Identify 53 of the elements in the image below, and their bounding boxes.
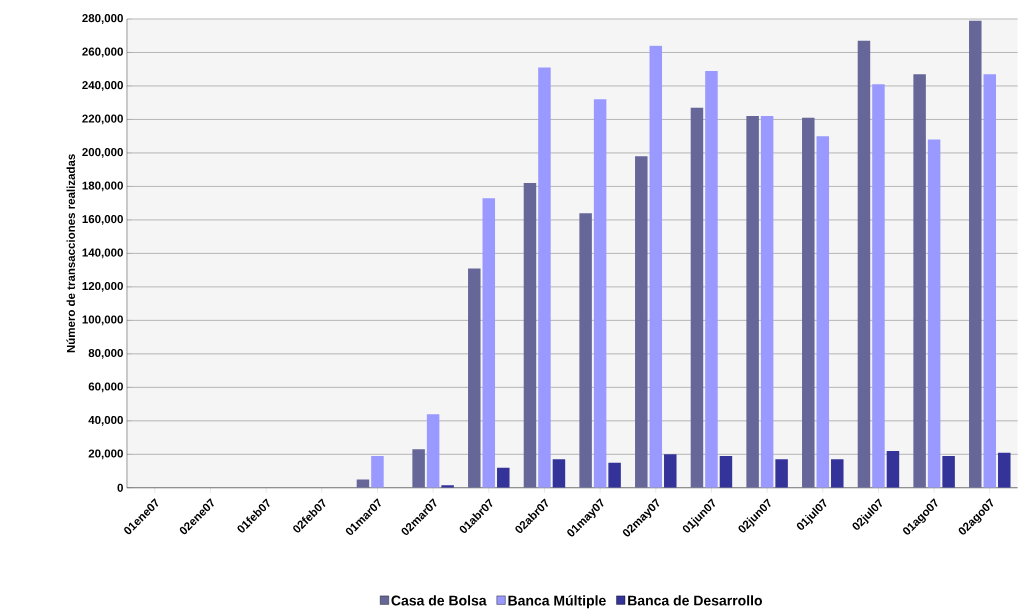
y-tick-label: 140,000 xyxy=(82,248,123,259)
bar xyxy=(523,183,537,488)
bar xyxy=(998,452,1011,488)
bar xyxy=(969,20,982,488)
bar xyxy=(552,459,566,488)
bar xyxy=(886,451,900,488)
bar xyxy=(872,84,885,488)
bar xyxy=(831,459,844,488)
y-tick-label: 40,000 xyxy=(88,415,123,426)
y-tick-label: 20,000 xyxy=(88,449,123,460)
bar xyxy=(371,456,384,488)
bar xyxy=(468,268,481,488)
bar xyxy=(705,70,718,488)
bar xyxy=(538,67,551,488)
bar xyxy=(746,116,759,488)
bar xyxy=(802,117,815,488)
bar xyxy=(579,213,592,488)
bar xyxy=(816,136,830,488)
bar xyxy=(497,467,510,488)
bar xyxy=(857,40,871,488)
bar xyxy=(412,449,425,488)
bar xyxy=(983,74,997,488)
y-tick-label: 120,000 xyxy=(82,282,123,292)
bar xyxy=(593,99,607,488)
bar xyxy=(760,116,774,488)
bar xyxy=(608,462,621,488)
y-tick-label: 160,000 xyxy=(82,215,123,225)
bar xyxy=(482,198,496,488)
bar xyxy=(635,156,648,488)
bar xyxy=(775,459,788,488)
y-tick-label: 180,000 xyxy=(82,181,123,192)
y-tick-label: 80,000 xyxy=(88,349,123,359)
bar xyxy=(690,107,704,488)
bar xyxy=(913,74,926,488)
y-tick-label: 280,000 xyxy=(82,14,123,24)
y-tick-label: 200,000 xyxy=(82,148,123,158)
legend-label: Casa de Bolsa xyxy=(391,595,487,606)
y-tick-label: 240,000 xyxy=(82,81,123,91)
bar xyxy=(719,456,733,488)
y-tick-label: 220,000 xyxy=(82,114,123,125)
bar xyxy=(664,454,677,488)
bar xyxy=(649,45,663,488)
bar xyxy=(927,139,941,488)
y-tick-label: 60,000 xyxy=(88,382,123,393)
legend-label: Banca de Desarrollo xyxy=(628,595,762,606)
y-tick-label: 100,000 xyxy=(82,315,123,326)
bar xyxy=(942,456,955,488)
legend-label: Banca Múltiple xyxy=(508,595,606,609)
bar xyxy=(426,414,440,488)
y-axis-title: Número de transacciones realizadas xyxy=(66,154,75,353)
y-tick-label: 260,000 xyxy=(82,47,123,58)
bar xyxy=(356,479,370,488)
y-tick-label: 0 xyxy=(117,483,123,492)
